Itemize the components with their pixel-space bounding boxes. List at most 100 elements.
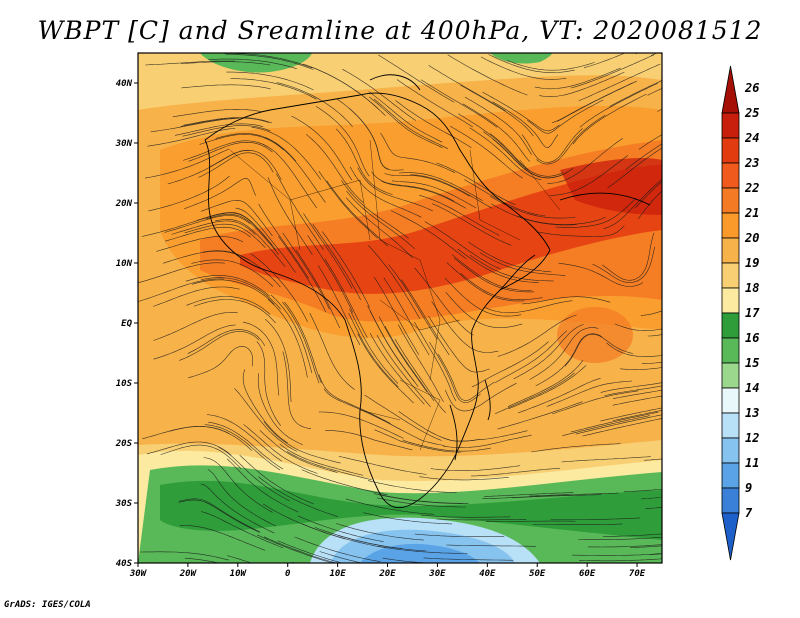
streamline	[179, 498, 261, 533]
streamline	[578, 558, 662, 562]
colorbar-swatch	[721, 112, 740, 139]
streamline	[424, 221, 501, 270]
streamline	[191, 259, 274, 287]
streamline	[184, 178, 256, 209]
field-band-24	[240, 165, 662, 294]
streamline	[263, 421, 341, 464]
streamline	[561, 456, 652, 463]
streamline	[309, 313, 355, 390]
streamline	[536, 114, 606, 165]
colorbar-swatch	[721, 462, 740, 489]
streamline	[529, 327, 599, 380]
colorbar-label: 19	[745, 256, 759, 270]
streamline	[297, 515, 384, 542]
streamline	[562, 415, 650, 436]
streamline	[203, 457, 273, 513]
streamline	[282, 301, 320, 384]
streamline	[492, 101, 559, 148]
streamline	[647, 88, 662, 96]
streamline	[395, 100, 472, 149]
streamline	[390, 210, 467, 260]
colorbar-label: 25	[744, 106, 759, 120]
streamline	[609, 80, 662, 107]
streamline	[604, 385, 662, 396]
streamline	[607, 147, 662, 189]
streamline	[625, 143, 662, 170]
streamline	[445, 382, 517, 412]
streamline	[251, 127, 322, 180]
streamline	[402, 439, 491, 452]
lon-tick-label: 20W	[179, 569, 198, 579]
streamline	[431, 301, 499, 353]
streamline	[144, 148, 230, 179]
lat-tick-label: 20N	[115, 199, 133, 209]
colorbar-label: 22	[744, 181, 759, 195]
streamline	[286, 451, 372, 481]
streamline	[181, 84, 271, 90]
colorbar-swatch	[721, 412, 740, 439]
streamline	[527, 99, 604, 134]
streamline	[184, 557, 221, 563]
streamline	[284, 301, 322, 384]
streamline	[521, 296, 611, 305]
streamline	[582, 418, 662, 437]
streamline	[172, 108, 262, 117]
streamline	[294, 536, 381, 562]
streamline	[301, 469, 388, 496]
streamline	[267, 299, 308, 378]
streamline	[612, 410, 662, 421]
streamline	[364, 394, 442, 441]
lat-tick-label: 40S	[116, 559, 133, 569]
streamline	[318, 265, 361, 346]
streamline	[535, 333, 603, 387]
streamline	[495, 372, 575, 414]
streamline	[572, 93, 647, 145]
streamline	[378, 54, 455, 103]
streamline	[458, 113, 528, 171]
streamline	[363, 512, 453, 525]
country-borders	[229, 139, 561, 451]
streamline	[468, 241, 552, 273]
streamline	[196, 212, 273, 246]
colorbar-swatch	[721, 262, 740, 289]
streamline	[373, 276, 420, 355]
streamline	[270, 294, 313, 373]
streamline	[564, 333, 634, 367]
streamline	[378, 545, 468, 554]
streamline	[420, 79, 498, 128]
streamline	[199, 134, 284, 151]
streamline	[180, 61, 271, 66]
streamline	[507, 60, 595, 71]
lat-tick-label: 20S	[115, 439, 133, 449]
streamline	[182, 125, 271, 137]
streamline	[507, 359, 584, 407]
colorbar-swatch	[721, 187, 740, 214]
streamline	[436, 518, 527, 521]
streamline	[301, 523, 388, 549]
colorbar-label: 20	[744, 231, 759, 245]
colorbar-swatch	[721, 487, 740, 514]
streamline	[239, 454, 315, 505]
streamline	[138, 278, 225, 302]
streamline	[644, 458, 662, 461]
streamline	[335, 523, 424, 541]
streamline	[200, 483, 275, 534]
streamline	[547, 138, 623, 184]
streamline	[587, 544, 662, 548]
streamline	[279, 443, 363, 476]
streamline	[256, 341, 281, 426]
streamline	[318, 411, 404, 439]
colorbar-swatch	[721, 237, 740, 264]
lon-tick-label: 10E	[329, 569, 346, 579]
streamline	[138, 262, 225, 284]
streamline	[471, 341, 549, 388]
field-band-16	[160, 480, 662, 540]
streamline	[484, 300, 573, 314]
streamline	[497, 142, 574, 179]
streamline	[373, 98, 449, 149]
colorbar-label: 26	[744, 81, 759, 95]
streamline	[638, 134, 662, 150]
colorbar-swatch	[721, 512, 740, 561]
streamline	[326, 180, 389, 247]
streamline	[215, 133, 297, 162]
